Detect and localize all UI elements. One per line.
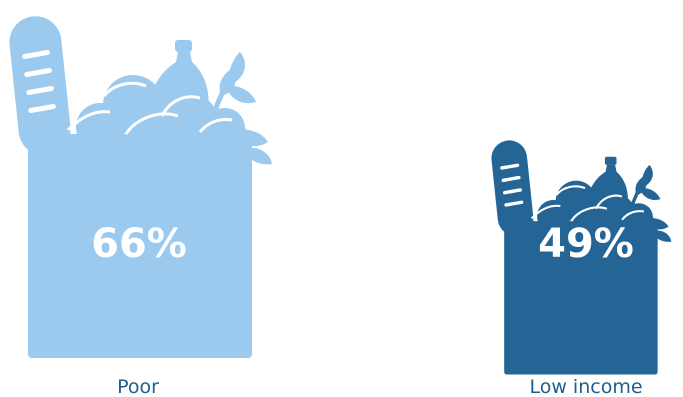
value-label-1: 66% bbox=[91, 221, 187, 267]
value-label-2: 49% bbox=[538, 221, 634, 267]
bag-mark-1 bbox=[7, 14, 272, 358]
category-label-1: Poor bbox=[117, 376, 159, 397]
grocery-bag-icon bbox=[7, 14, 272, 358]
category-label-2: Low income bbox=[529, 376, 642, 397]
